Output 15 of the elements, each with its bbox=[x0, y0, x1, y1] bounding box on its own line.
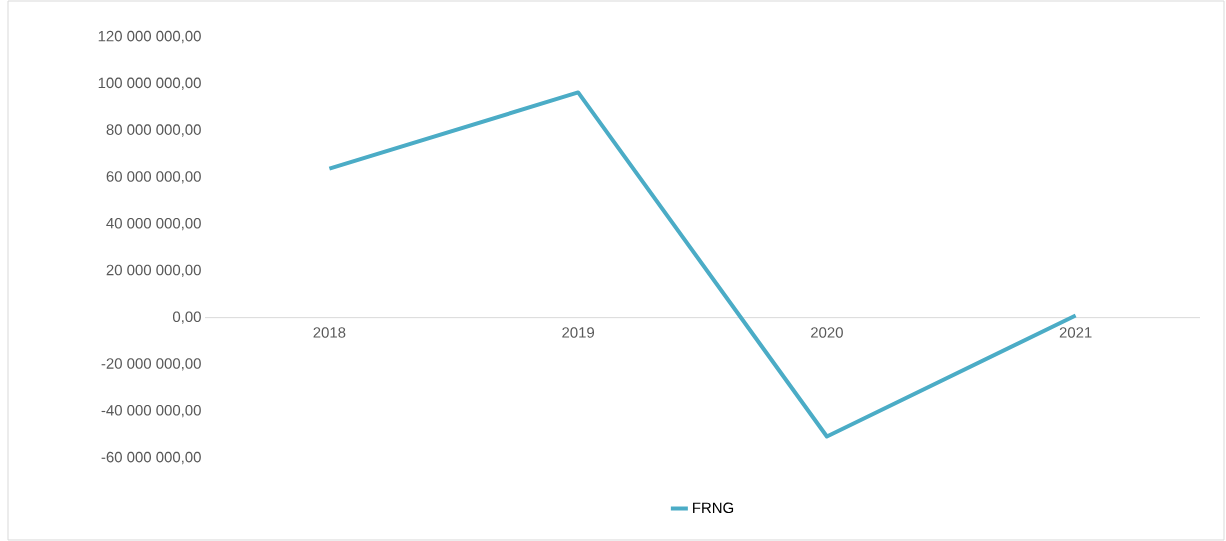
legend-label: FRNG bbox=[693, 502, 734, 514]
x-tick-label: 2019 bbox=[562, 327, 595, 338]
y-tick-label: 80 000 000,00 bbox=[106, 124, 201, 137]
y-tick-label: -40 000 000,00 bbox=[101, 405, 201, 418]
y-tick-label: 20 000 000,00 bbox=[106, 264, 201, 278]
y-tick-label: 120 000 000,00 bbox=[98, 30, 201, 44]
y-tick-label: 100 000 000,00 bbox=[98, 77, 201, 90]
x-tick-label: 2018 bbox=[313, 327, 346, 338]
y-tick-label: 0,00 bbox=[172, 311, 201, 324]
y-tick-label: 40 000 000,00 bbox=[106, 217, 201, 231]
y-tick-label: 60 000 000,00 bbox=[106, 171, 201, 184]
x-tick-label: 2021 bbox=[1059, 327, 1092, 338]
y-tick-label: -60 000 000,00 bbox=[101, 451, 201, 465]
x-tick-label: 2020 bbox=[811, 327, 843, 338]
y-tick-label: -20 000 000,00 bbox=[101, 358, 201, 371]
